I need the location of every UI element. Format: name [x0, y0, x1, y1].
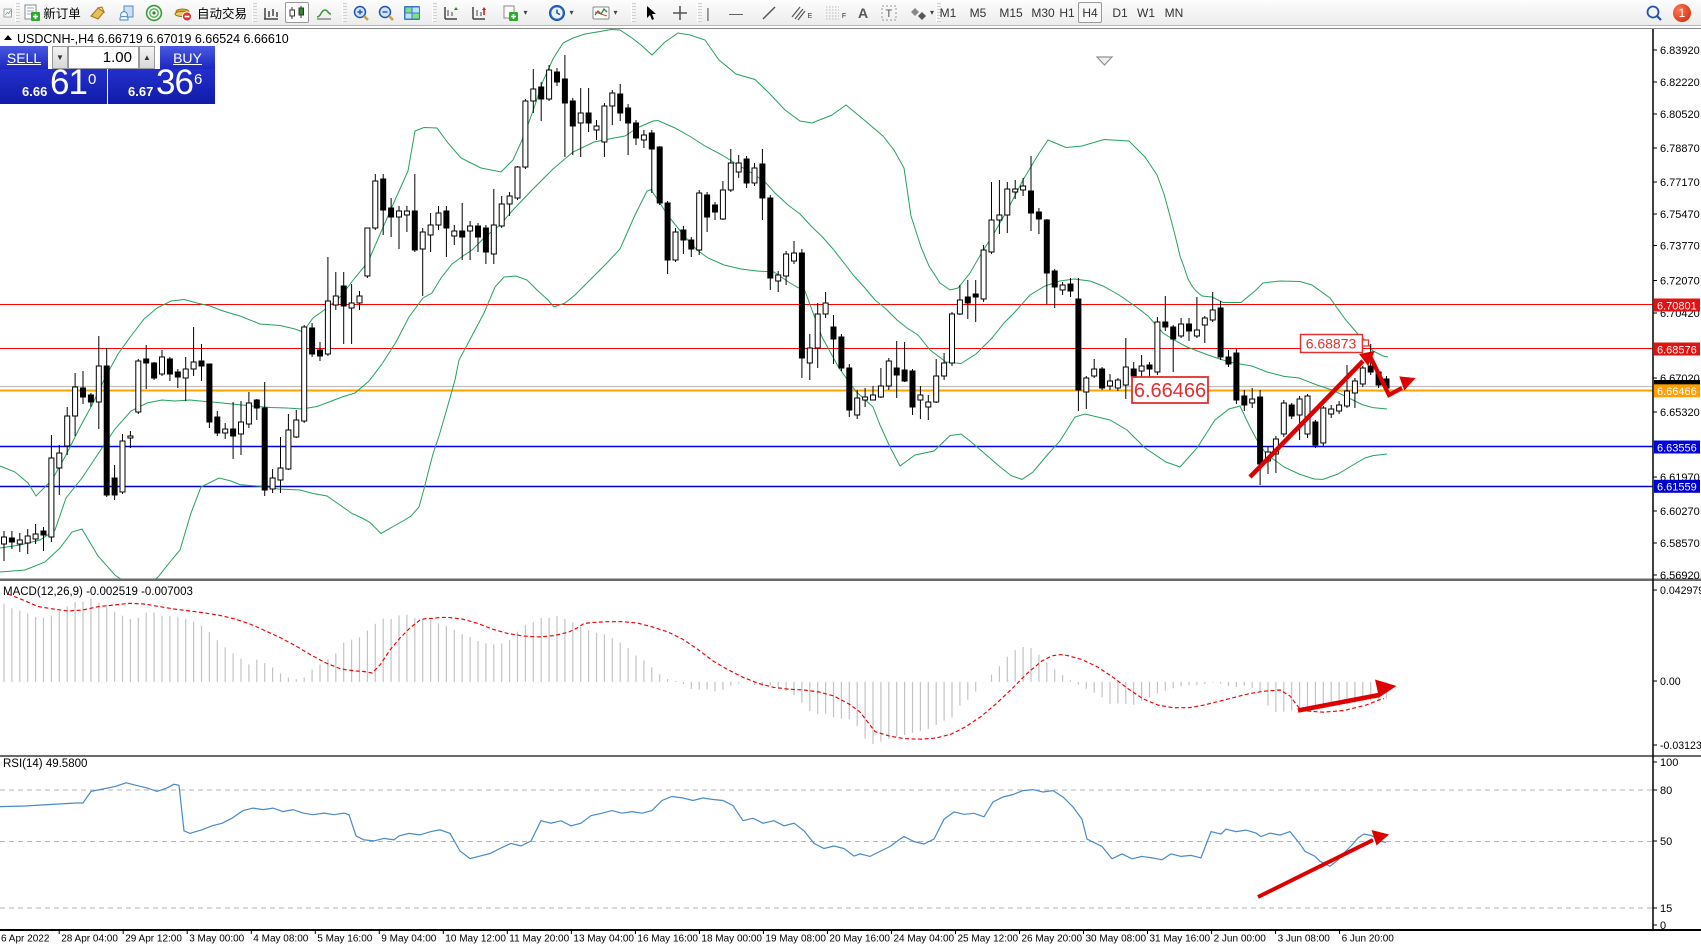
svg-text:15: 15: [1660, 903, 1672, 915]
svg-text:10 May 12:00: 10 May 12:00: [445, 934, 506, 944]
svg-text:MACD(12,26,9) -0.002519 -0.007: MACD(12,26,9) -0.002519 -0.007003: [3, 586, 193, 598]
svg-text:11 May 20:00: 11 May 20:00: [509, 934, 569, 944]
svg-text:6.82220: 6.82220: [1660, 77, 1700, 89]
svg-text:16 May 16:00: 16 May 16:00: [637, 934, 698, 944]
svg-text:4 May 08:00: 4 May 08:00: [253, 934, 308, 944]
svg-text:-0.031237: -0.031237: [1660, 740, 1701, 752]
svg-text:28 Apr 04:00: 28 Apr 04:00: [61, 934, 118, 944]
svg-text:RSI(14) 49.5800: RSI(14) 49.5800: [3, 758, 87, 770]
svg-text:19 May 08:00: 19 May 08:00: [765, 934, 826, 944]
svg-text:0.042979: 0.042979: [1660, 585, 1701, 597]
svg-text:6 Jun 20:00: 6 Jun 20:00: [1342, 934, 1395, 944]
svg-text:31 May 16:00: 31 May 16:00: [1150, 934, 1211, 944]
svg-text:T: T: [886, 8, 893, 20]
svg-text:29 Apr 12:00: 29 Apr 12:00: [125, 934, 182, 944]
svg-text:6.73770: 6.73770: [1660, 241, 1700, 253]
svg-text:3 Jun 08:00: 3 Jun 08:00: [1278, 934, 1331, 944]
svg-text:6.72070: 6.72070: [1660, 276, 1700, 288]
svg-text:26 May 20:00: 26 May 20:00: [1022, 934, 1083, 944]
svg-text:6.80520: 6.80520: [1660, 109, 1700, 121]
svg-text:6.83920: 6.83920: [1660, 45, 1700, 57]
svg-text:13 May 04:00: 13 May 04:00: [573, 934, 634, 944]
svg-text:18 May 00:00: 18 May 00:00: [701, 934, 762, 944]
svg-text:20 May 16:00: 20 May 16:00: [829, 934, 890, 944]
svg-text:25 May 12:00: 25 May 12:00: [958, 934, 1019, 944]
svg-text:6.60270: 6.60270: [1660, 506, 1700, 518]
svg-text:80: 80: [1660, 785, 1672, 797]
svg-text:6.58570: 6.58570: [1660, 538, 1700, 550]
svg-text:6.78870: 6.78870: [1660, 143, 1700, 155]
svg-text:USDCNH-,H4 6.66719 6.67019 6.: USDCNH-,H4 6.66719 6.67019 6.66524 6.666…: [17, 32, 289, 46]
svg-text:6 Apr 2022: 6 Apr 2022: [1, 934, 50, 944]
svg-text:6.63556: 6.63556: [1657, 442, 1697, 454]
svg-text:6.68576: 6.68576: [1657, 344, 1697, 356]
svg-text:6.75470: 6.75470: [1660, 209, 1700, 221]
svg-text:6.65320: 6.65320: [1660, 407, 1700, 419]
svg-text:9 May 04:00: 9 May 04:00: [381, 934, 436, 944]
svg-text:24 May 04:00: 24 May 04:00: [894, 934, 955, 944]
svg-text:50: 50: [1660, 836, 1672, 848]
svg-text:6.70801: 6.70801: [1657, 300, 1697, 312]
svg-text:6.77170: 6.77170: [1660, 177, 1700, 189]
svg-text:6.66466: 6.66466: [1134, 380, 1206, 402]
svg-text:0: 0: [1660, 920, 1666, 932]
svg-text:5 May 16:00: 5 May 16:00: [317, 934, 372, 944]
svg-text:100: 100: [1660, 757, 1678, 769]
svg-text:2 Jun 00:00: 2 Jun 00:00: [1214, 934, 1267, 944]
svg-text:3 May 00:00: 3 May 00:00: [189, 934, 244, 944]
svg-text:6.56920: 6.56920: [1660, 570, 1700, 582]
svg-text:0.00: 0.00: [1660, 676, 1681, 688]
svg-text:6.61559: 6.61559: [1657, 482, 1697, 494]
svg-text:6.66466: 6.66466: [1657, 386, 1697, 398]
svg-text:30 May 08:00: 30 May 08:00: [1086, 934, 1147, 944]
svg-text:6.68873: 6.68873: [1306, 336, 1357, 352]
